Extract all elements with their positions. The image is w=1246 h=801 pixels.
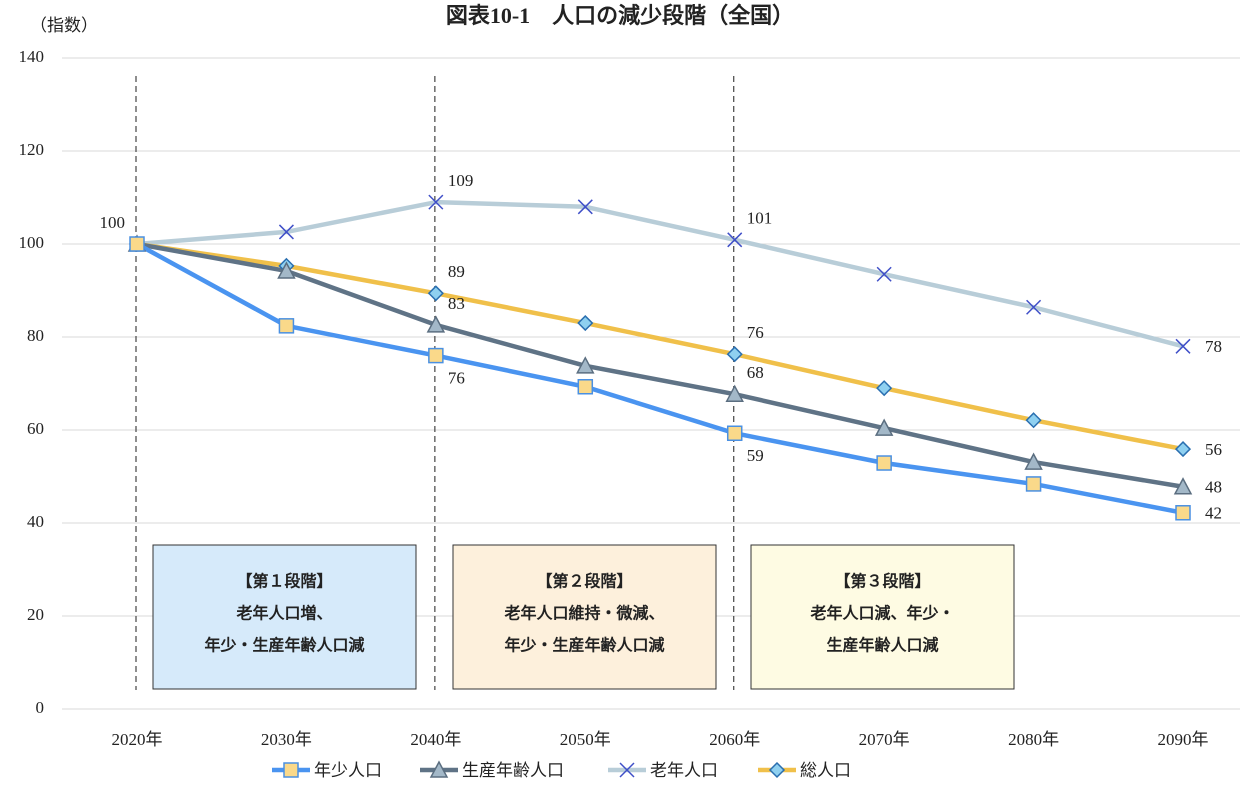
series-line [135,242,1184,515]
data-point [1175,505,1191,521]
legend-marker [429,760,449,778]
legend-label: 総人口 [800,761,851,781]
x-tick-label: 2070年 [859,730,910,749]
data-point [278,318,295,334]
legend-marker [768,761,786,779]
data-label: 83 [448,294,465,313]
x-tick-label: 2020年 [112,730,163,749]
stage-box: 【第３段階】老年人口減、年少・生産年齢人口減 [750,544,1015,690]
data-point [427,285,444,302]
stage-box-bg [152,544,417,690]
data-point [426,315,446,333]
data-point [726,346,743,363]
data-point [277,261,296,279]
legend-item: 老年人口 [608,761,718,781]
stage-box: 【第２段階】老年人口維持・微減、年少・生産年齢人口減 [452,544,717,690]
y-tick-label: 60 [27,419,44,438]
x-tick-label: 2080年 [1008,730,1059,749]
stage-box-text: 【第２段階】 [536,572,632,591]
legend-label: 生産年齢人口 [462,761,564,781]
legend-item: 年少人口 [272,761,382,781]
stage-box-text: 老年人口減、年少・ [809,604,954,623]
data-label: 109 [448,171,474,190]
legend-item: 生産年齢人口 [420,760,564,781]
data-point [1174,441,1192,458]
x-tick-label: 2030年 [261,730,312,749]
x-tick-label: 2060年 [709,730,760,749]
data-label: 56 [1205,440,1222,459]
stage-box-text: 老年人口維持・微減、 [503,604,664,623]
stage-box-text: 【第１段階】 [236,572,332,591]
legend-marker [283,762,299,778]
y-tick-label: 120 [19,140,45,159]
data-point [1026,299,1042,315]
stage-box-text: 年少・生産年齢人口減 [204,636,364,655]
stage-box-text: 生産年齢人口減 [826,636,938,655]
stage-box-text: 老年人口増、 [235,604,332,623]
data-label: 48 [1205,478,1222,497]
data-point [428,194,444,210]
series-line [136,241,1184,489]
data-point [129,236,145,252]
x-tick-label: 2090年 [1158,730,1209,749]
y-tick-label: 0 [36,698,45,717]
data-label: 59 [747,446,764,465]
y-axis-label: （指数） [30,16,98,35]
data-point [278,224,294,240]
stage-box-text: 年少・生産年齢人口減 [504,636,664,655]
data-point [876,266,892,282]
y-tick-label: 20 [27,605,44,624]
data-point [576,356,595,374]
data-label: 76 [747,323,764,342]
data-label: 68 [747,363,764,382]
data-label: 78 [1205,337,1222,356]
legend-label: 老年人口 [650,761,718,781]
data-label: 76 [448,369,465,388]
data-point [1024,452,1043,470]
data-point [577,314,594,332]
data-point [577,199,593,215]
series-line [136,241,1184,452]
data-point [1175,338,1191,354]
data-point [1025,412,1042,429]
data-label: 101 [747,209,773,228]
legend-marker [619,762,635,778]
stage-box-text: 【第３段階】 [834,572,930,591]
data-point [876,380,893,397]
data-label: 89 [448,262,465,281]
data-label: 100 [100,213,126,232]
series-line [136,199,1184,349]
data-point [726,425,743,442]
y-tick-label: 40 [27,512,44,531]
stage-box: 【第１段階】老年人口増、年少・生産年齢人口減 [152,544,417,690]
y-tick-label: 80 [27,326,44,345]
legend-item: 総人口 [758,761,851,781]
data-point [428,347,444,364]
data-point [874,418,894,436]
data-point [876,455,892,471]
x-tick-label: 2050年 [560,730,611,749]
stage-box-bg [750,544,1015,690]
chart-title: 図表10-1 人口の減少段階（全国） [446,3,794,28]
data-point [577,379,594,395]
y-tick-label: 100 [19,233,45,252]
y-tick-label: 140 [19,47,45,66]
legend-label: 年少人口 [314,761,382,781]
x-tick-label: 2040年 [410,730,461,749]
data-point [1025,476,1042,492]
data-point [725,384,744,402]
data-point [1173,477,1193,495]
data-label: 42 [1205,504,1222,523]
stage-box-bg [452,544,717,690]
data-point [727,232,743,248]
